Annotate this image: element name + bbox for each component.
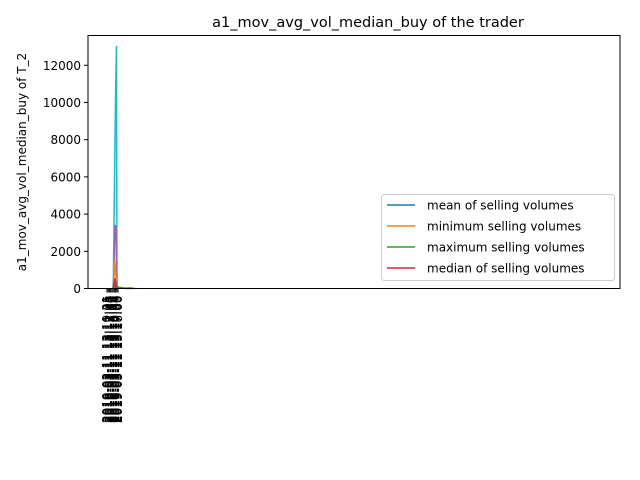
- legend-label: median of selling volumes: [427, 262, 585, 276]
- y-tick-label: 4000: [50, 208, 81, 222]
- y-axis: 0 2000 4000 6000 8000 10000 12000: [43, 59, 88, 296]
- x-tick-label: 2019-03-11 13:12:48: [102, 296, 116, 423]
- x-tick-label: 2019-03-11 13:11:05: [101, 296, 115, 423]
- x-tick-label: 2019-03-11 13:16:27: [109, 296, 123, 423]
- x-tick-label: 2019-03-11 13:18:00: [111, 296, 125, 423]
- y-tick-label: 12000: [43, 59, 81, 73]
- legend-label: minimum selling volumes: [427, 220, 581, 234]
- legend: mean of selling volumes minimum selling v…: [381, 194, 615, 281]
- legend-label: mean of selling volumes: [427, 199, 574, 213]
- legend-box: [381, 194, 615, 281]
- chart-title: a1_mov_avg_vol_median_buy of the trader: [212, 15, 524, 31]
- series-line-6: [112, 278, 118, 289]
- y-axis-label: a1_mov_avg_vol_median_buy of T_2: [15, 53, 29, 271]
- plot-frame: [87, 35, 621, 289]
- x-tick-label: 2019-03-11 13:13:30: [104, 296, 118, 423]
- series-layer: [112, 45, 136, 290]
- x-tick-label: 2019-03-11 13:15:44: [107, 296, 121, 423]
- x-tick-label: 2019-03-11 13:14:16: [105, 296, 119, 423]
- y-tick-label: 6000: [50, 170, 81, 184]
- series-line-7: [112, 286, 118, 290]
- y-tick-label: 0: [73, 282, 81, 296]
- x-tick-label: 2019-03-11 13:10:21: [100, 296, 114, 423]
- x-tick-label: 2019-03-11 13:17:09: [110, 296, 124, 423]
- y-tick-label: 8000: [50, 133, 81, 147]
- y-tick-label: 2000: [50, 245, 81, 259]
- legend-label: maximum selling volumes: [427, 241, 585, 255]
- y-tick-label: 10000: [43, 96, 81, 110]
- x-tick-label: 2019-03-11 13:15:02: [106, 296, 120, 423]
